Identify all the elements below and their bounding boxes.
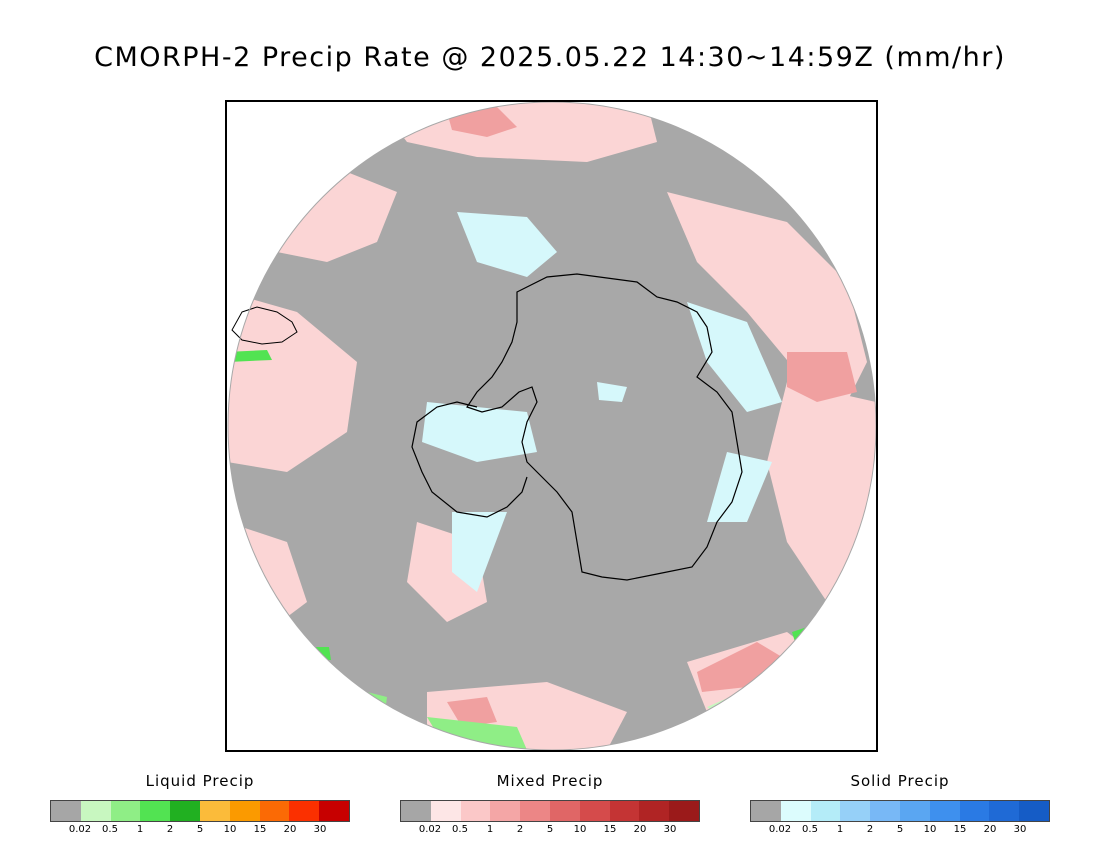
solid-swatch-8 xyxy=(989,801,1020,821)
mixed-precip-area xyxy=(228,292,357,472)
solid-tick-label: 5 xyxy=(896,824,904,835)
liquid-tick-label: 30 xyxy=(313,824,327,835)
solid-precip-area xyxy=(422,402,537,462)
legend-mixed-title: Mixed Precip xyxy=(496,772,604,790)
solid-swatch-7 xyxy=(959,801,990,821)
mixed-precip-core xyxy=(447,697,497,727)
liquid-swatch-4 xyxy=(170,801,200,821)
solid-precip-area xyxy=(452,512,507,592)
mixed-swatch-9 xyxy=(669,801,699,821)
mixed-tick-label: 0.02 xyxy=(418,824,442,835)
solid-tick-label: 0.02 xyxy=(768,824,792,835)
mixed-swatch-8 xyxy=(639,801,670,821)
liquid-swatch-1 xyxy=(80,801,111,821)
mixed-tick-label: 1 xyxy=(486,824,494,835)
legend-liquid-ticks: 0.02 0.5 1 2 5 10 15 20 30 xyxy=(50,824,350,838)
solid-tick-label: 10 xyxy=(923,824,937,835)
mixed-tick-label: 2 xyxy=(516,824,524,835)
solid-precip-area xyxy=(687,302,782,412)
legend-solid-bar xyxy=(750,800,1050,822)
liquid-tick-label: 10 xyxy=(223,824,237,835)
mixed-tick-label: 5 xyxy=(546,824,554,835)
liquid-swatch-9 xyxy=(319,801,349,821)
solid-swatch-0 xyxy=(751,801,781,821)
liquid-tick-label: 15 xyxy=(253,824,267,835)
solid-tick-label: 1 xyxy=(836,824,844,835)
mixed-tick-label: 0.5 xyxy=(452,824,468,835)
mixed-swatch-1 xyxy=(430,801,461,821)
solid-swatch-3 xyxy=(840,801,871,821)
mixed-swatch-7 xyxy=(609,801,640,821)
antarctic-peninsula-coastline xyxy=(411,401,528,518)
solid-swatch-4 xyxy=(870,801,900,821)
solid-precip-area xyxy=(707,452,772,522)
legend-liquid-title: Liquid Precip xyxy=(145,772,255,790)
liquid-tick-label: 0.02 xyxy=(68,824,92,835)
mixed-precip-core xyxy=(787,352,857,402)
polar-map xyxy=(227,102,876,750)
liquid-tick-label: 20 xyxy=(283,824,297,835)
solid-swatch-2 xyxy=(810,801,841,821)
liquid-swatch-5 xyxy=(199,801,230,821)
mixed-tick-label: 10 xyxy=(573,824,587,835)
legend-liquid-bar xyxy=(50,800,350,822)
mixed-tick-label: 30 xyxy=(663,824,677,835)
south-america-coastline xyxy=(231,306,298,345)
mixed-swatch-0 xyxy=(401,801,431,821)
mixed-precip-area xyxy=(767,382,876,602)
solid-precip-area xyxy=(457,212,557,277)
globe-outline xyxy=(227,102,876,750)
liquid-tick-label: 5 xyxy=(196,824,204,835)
legend-liquid: Liquid Precip 0.02 0.5 1 2 5 10 15 20 30 xyxy=(50,772,350,838)
liquid-swatch-6 xyxy=(229,801,260,821)
liquid-swatch-2 xyxy=(110,801,141,821)
solid-swatch-9 xyxy=(1019,801,1049,821)
liquid-swatch-8 xyxy=(289,801,320,821)
legend-mixed-bar xyxy=(400,800,700,822)
liquid-tick-label: 1 xyxy=(136,824,144,835)
mixed-precip-core xyxy=(697,642,782,692)
solid-tick-label: 30 xyxy=(1013,824,1027,835)
liquid-tick-label: 2 xyxy=(166,824,174,835)
solid-swatch-6 xyxy=(929,801,960,821)
solid-tick-label: 20 xyxy=(983,824,997,835)
solid-tick-label: 0.5 xyxy=(802,824,818,835)
liquid-swatch-0 xyxy=(51,801,81,821)
liquid-precip-area xyxy=(228,350,272,362)
map-frame xyxy=(225,100,878,752)
solid-swatch-1 xyxy=(780,801,811,821)
mixed-precip-area xyxy=(667,192,867,402)
legend-solid-title: Solid Precip xyxy=(850,772,950,790)
mixed-swatch-5 xyxy=(549,801,580,821)
legend-solid: Solid Precip 0.02 0.5 1 2 5 10 15 20 30 xyxy=(750,772,1050,838)
mixed-tick-label: 15 xyxy=(603,824,617,835)
legend-mixed-ticks: 0.02 0.5 1 2 5 10 15 20 30 xyxy=(400,824,700,838)
legend-solid-ticks: 0.02 0.5 1 2 5 10 15 20 30 xyxy=(750,824,1050,838)
solid-tick-label: 2 xyxy=(866,824,874,835)
mixed-swatch-4 xyxy=(520,801,550,821)
liquid-swatch-7 xyxy=(259,801,290,821)
legend-mixed: Mixed Precip 0.02 0.5 1 2 5 10 15 20 30 xyxy=(400,772,700,838)
mixed-tick-label: 20 xyxy=(633,824,647,835)
solid-precip-area xyxy=(597,382,627,402)
solid-tick-label: 15 xyxy=(953,824,967,835)
mixed-swatch-2 xyxy=(460,801,491,821)
antarctica-coastline xyxy=(466,273,743,581)
map-title: CMORPH-2 Precip Rate @ 2025.05.22 14:30~… xyxy=(94,42,1006,73)
liquid-swatch-3 xyxy=(140,801,171,821)
mixed-swatch-6 xyxy=(579,801,610,821)
liquid-precip-area xyxy=(309,647,331,660)
solid-swatch-5 xyxy=(899,801,930,821)
liquid-tick-label: 0.5 xyxy=(102,824,118,835)
mixed-swatch-3 xyxy=(490,801,521,821)
